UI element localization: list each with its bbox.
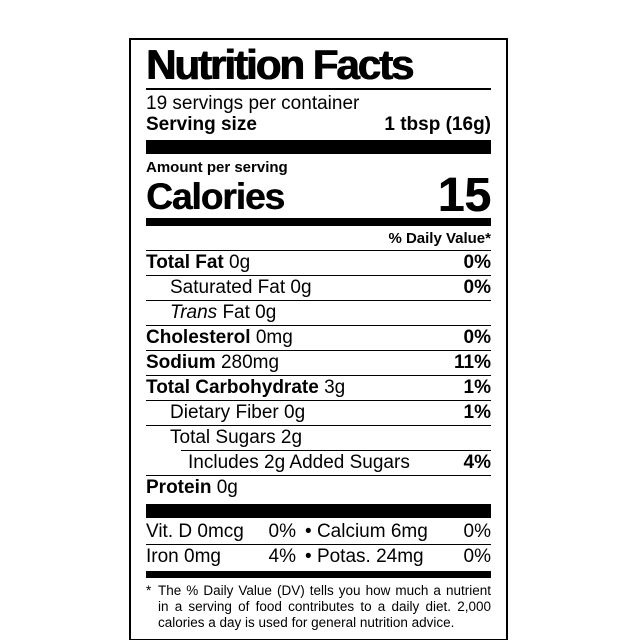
servings-per-container: 19 servings per container: [146, 93, 360, 114]
nutrient-name: Cholesterol: [146, 327, 251, 348]
micronutrient-left-dv: 4%: [268, 546, 296, 567]
nutrient-name: Dietary Fiber 0g: [170, 402, 306, 423]
nutrient-amount: 0g: [229, 252, 251, 273]
micronutrient-right-dv: 0%: [463, 521, 491, 542]
nutrient-name: Protein: [146, 477, 212, 498]
divider-medium-calories: [146, 218, 491, 226]
nutrient-name: Fat 0g: [222, 302, 277, 323]
nutrient-amount: 3g: [324, 377, 346, 398]
serving-size-row: Serving size 1 tbsp (16g): [146, 114, 491, 136]
bullet-separator: •: [305, 521, 312, 542]
serving-size-label: Serving size: [146, 114, 257, 135]
bullet-separator: •: [305, 546, 312, 567]
nutrient-dv: 4%: [463, 452, 491, 473]
nutrient-row-sodium: Sodium 280mg 11%: [146, 350, 491, 375]
calories-row: Calories 15: [146, 169, 491, 222]
micronutrient-right-name: Calcium 6mg: [316, 521, 428, 542]
nutrient-row-protein: Protein 0g: [146, 475, 491, 500]
serving-size-value: 1 tbsp (16g): [384, 114, 491, 135]
micronutrient-row-iron-potassium: Iron 0mg 4% • Potas. 24mg 0%: [146, 544, 491, 569]
nutrient-row-total-sugars: Total Sugars 2g: [146, 425, 491, 450]
nutrient-row-added-sugars: Includes 2g Added Sugars 4%: [181, 450, 491, 475]
nutrient-row-saturated-fat: Saturated Fat 0g 0%: [146, 275, 491, 300]
divider-thick-top: [146, 140, 491, 154]
label-title: Nutrition Facts: [146, 43, 491, 90]
micronutrient-right-name: Potas. 24mg: [316, 546, 424, 567]
footnote-asterisk: *: [146, 583, 152, 598]
nutrient-row-dietary-fiber: Dietary Fiber 0g 1%: [146, 400, 491, 425]
nutrient-amount: 0g: [216, 477, 238, 498]
daily-value-header: % Daily Value*: [388, 230, 491, 247]
nutrition-facts-label: Nutrition Facts 19 servings per containe…: [129, 38, 508, 640]
nutrient-name: Saturated Fat 0g: [170, 277, 312, 298]
daily-value-footnote: * The % Daily Value (DV) tells you how m…: [146, 580, 491, 631]
nutrient-dv: 0%: [463, 327, 491, 348]
nutrient-dv: 0%: [463, 252, 491, 273]
nutrient-row-cholesterol: Cholesterol 0mg 0%: [146, 325, 491, 350]
nutrient-row-trans-fat: Trans Fat 0g: [146, 300, 491, 325]
nutrient-name: Total Carbohydrate: [146, 377, 319, 398]
nutrient-name-italic: Trans: [170, 302, 218, 323]
amount-per-serving-label: Amount per serving: [146, 159, 288, 176]
divider-small-bottom: [146, 571, 491, 578]
calories-value: 15: [437, 169, 491, 222]
nutrient-dv: 1%: [463, 377, 491, 398]
nutrient-name: Sodium: [146, 352, 216, 373]
divider-thick-protein: [146, 504, 491, 518]
nutrient-amount: 0mg: [255, 327, 293, 348]
nutrient-row-total-carbohydrate: Total Carbohydrate 3g 1%: [146, 375, 491, 400]
micronutrient-left-dv: 0%: [268, 521, 296, 542]
footnote-text: The % Daily Value (DV) tells you how muc…: [158, 583, 491, 630]
micronutrient-left-name: Iron 0mg: [146, 546, 221, 567]
micronutrient-left-name: Vit. D 0mcg: [146, 521, 244, 542]
calories-label: Calories: [146, 176, 285, 217]
micronutrient-right-dv: 0%: [463, 546, 491, 567]
nutrient-amount: 280mg: [220, 352, 280, 373]
nutrient-row-total-fat: Total Fat 0g 0%: [146, 250, 491, 275]
nutrient-dv: 0%: [463, 277, 491, 298]
nutrient-name: Total Sugars 2g: [170, 427, 303, 448]
nutrient-name: Includes 2g Added Sugars: [188, 452, 410, 473]
nutrient-name: Total Fat: [146, 252, 224, 273]
micronutrient-row-vitd-calcium: Vit. D 0mcg 0% • Calcium 6mg 0%: [146, 520, 491, 544]
nutrient-dv: 11%: [454, 352, 491, 373]
nutrient-dv: 1%: [463, 402, 491, 423]
